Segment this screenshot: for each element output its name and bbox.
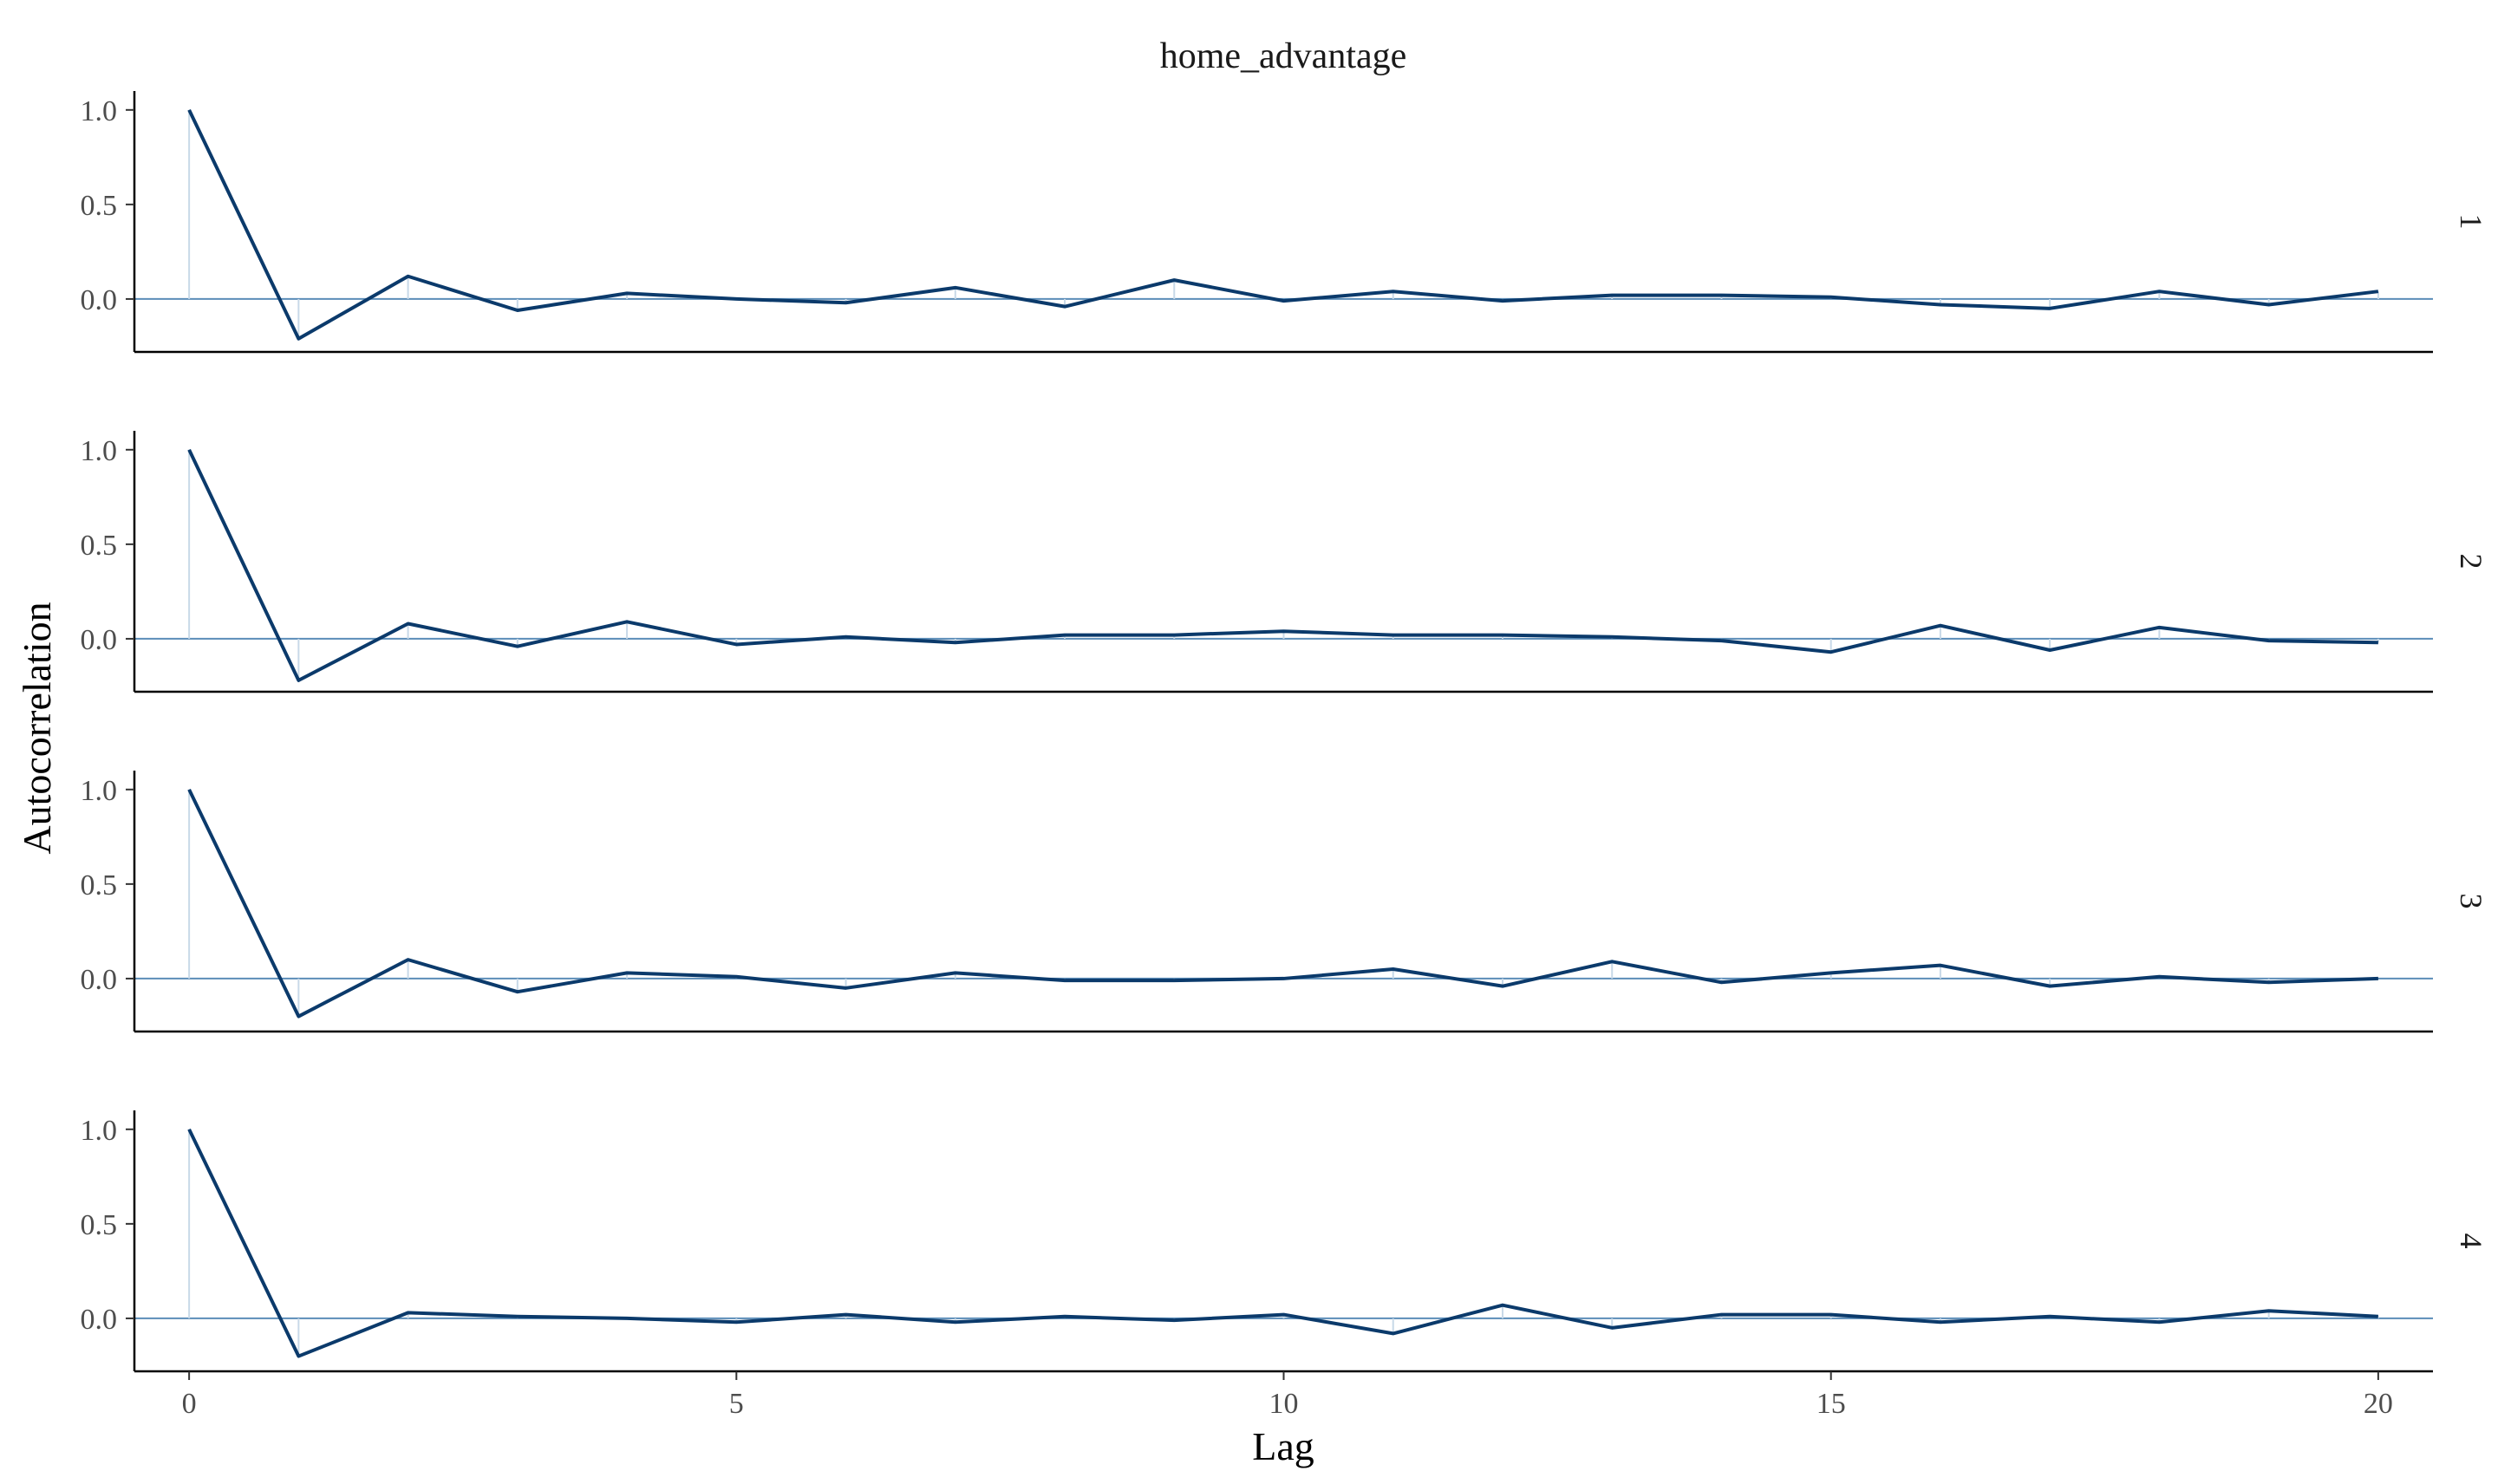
facet-panel-1: 0.0 0.5 1.0 1 xyxy=(81,91,2488,354)
facet-strip-label: 4 xyxy=(2454,1233,2488,1249)
facet-panel-4: 0.0 0.5 1.0 4 xyxy=(81,1110,2488,1373)
y-tick-label: 1.0 xyxy=(81,435,118,467)
x-tick-label: 15 xyxy=(1816,1388,1846,1420)
acf-line xyxy=(187,108,2379,341)
chart-title: home_advantage xyxy=(1160,36,1407,76)
facet-panel-3: 0.0 0.5 1.0 3 xyxy=(81,771,2488,1033)
x-tick-label: 10 xyxy=(1269,1388,1299,1420)
acf-line xyxy=(187,448,2378,682)
facet-strip-label: 1 xyxy=(2454,214,2488,230)
x-tick-label: 0 xyxy=(182,1388,197,1420)
y-axis-title: Autocorrelation xyxy=(15,602,59,854)
x-tick-label: 5 xyxy=(729,1388,744,1420)
y-tick-label: 0.0 xyxy=(81,964,118,996)
acf-line xyxy=(187,788,2378,1019)
acf-line xyxy=(187,1128,2378,1358)
y-tick-label: 1.0 xyxy=(81,775,118,807)
facet-panels: 0.0 0.5 1.0 1 0.0 0.5 1.0 2 0.0 0.5 1.0 3 0.0 0.5 1.0 4 xyxy=(81,91,2488,1373)
y-tick-label: 0.5 xyxy=(81,530,118,562)
y-tick-label: 0.5 xyxy=(81,869,118,901)
y-tick-label: 0.0 xyxy=(81,1304,118,1336)
x-tick-label: 20 xyxy=(2364,1388,2393,1420)
x-axis-title: Lag xyxy=(1252,1424,1314,1468)
y-tick-label: 0.5 xyxy=(81,1209,118,1241)
y-tick-label: 0.0 xyxy=(81,284,118,316)
facet-strip-label: 2 xyxy=(2454,554,2488,570)
y-tick-label: 0.0 xyxy=(81,624,118,656)
y-tick-label: 0.5 xyxy=(81,190,118,222)
y-tick-label: 1.0 xyxy=(81,95,118,127)
x-axis: 0 5 10 15 20 xyxy=(182,1371,2393,1420)
facet-panel-2: 0.0 0.5 1.0 2 xyxy=(81,431,2488,693)
facet-strip-label: 3 xyxy=(2454,894,2488,909)
y-tick-label: 1.0 xyxy=(81,1115,118,1147)
